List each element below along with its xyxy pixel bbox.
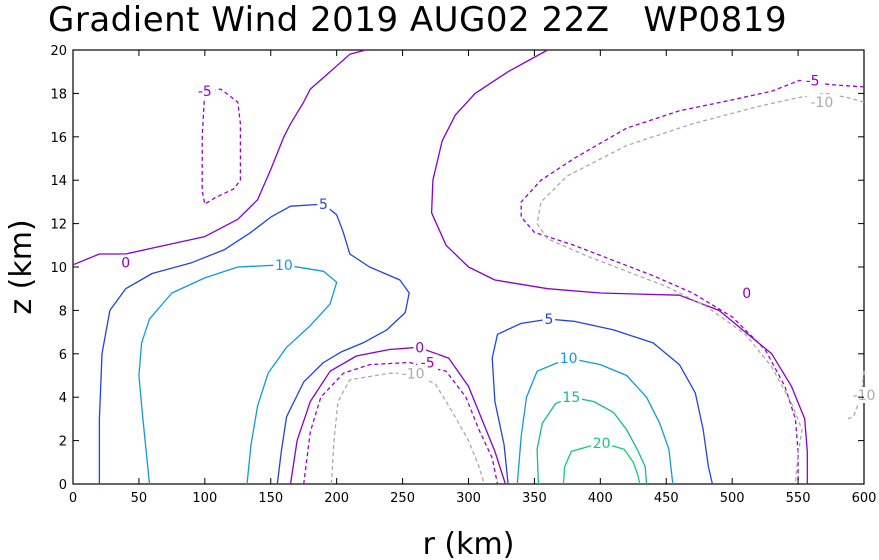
contour-label-20-14: 20	[593, 436, 611, 452]
contour-line-0-1	[430, 49, 808, 484]
contour-label-0-2: 0	[415, 340, 424, 356]
x-tick-label-600: 600	[852, 491, 877, 506]
contour-label-bg-0	[119, 254, 132, 271]
x-tick-label-200: 200	[324, 491, 349, 506]
contour-line-0-0	[72, 49, 366, 266]
contour-label--5-3: -5	[198, 84, 212, 100]
contour-line--10-8	[847, 371, 865, 420]
x-axis-title: r (km)	[423, 527, 515, 560]
contour-label-bg-8	[849, 387, 879, 404]
contour-label-bg-14	[591, 434, 613, 451]
contour-label-5-10: 5	[544, 312, 553, 328]
y-tick-label-8: 8	[59, 304, 67, 319]
contour-line-15-13	[536, 396, 648, 485]
contour-label--10-7: -10	[402, 366, 425, 382]
contour-line-5-9	[98, 203, 410, 485]
contour-line-0-2	[289, 346, 507, 485]
contour-line--5-4	[520, 79, 865, 484]
y-tick-label-14: 14	[50, 174, 67, 189]
contour-label-bg-6	[807, 94, 837, 111]
x-tick-label-350: 350	[522, 491, 547, 506]
y-tick-label-2: 2	[59, 435, 67, 450]
y-axis-title: z (km)	[4, 219, 39, 314]
y-tick-label-16: 16	[50, 131, 67, 146]
contour-label--10-8: -10	[853, 388, 876, 404]
x-tick-label-500: 500	[720, 491, 745, 506]
axes: 0 50 100 150 200 250 300 350 400 450 500 550 6000246…	[4, 44, 876, 560]
contour-line-5-10	[491, 318, 714, 485]
contour-label-bg-11	[273, 256, 295, 273]
y-tick-label-18: 18	[50, 87, 67, 102]
y-tick-label-10: 10	[50, 261, 67, 276]
y-tick-label-20: 20	[50, 44, 67, 59]
y-tick-label-12: 12	[50, 218, 67, 233]
contour-label-bg-2	[413, 339, 426, 356]
contour-label-bg-13	[560, 389, 582, 406]
x-tick-label-250: 250	[390, 491, 415, 506]
x-tick-label-450: 450	[654, 491, 679, 506]
chart-title: Gradient Wind 2019 AUG02 22Z WP0819	[48, 0, 788, 40]
contour-line-10-11	[138, 264, 338, 485]
x-tick-label-300: 300	[456, 491, 481, 506]
contour-line-20-14	[562, 442, 641, 485]
contour-line--10-6	[536, 92, 865, 485]
x-tick-label-550: 550	[786, 491, 811, 506]
contour-label-bg-7	[398, 365, 428, 382]
contour-line--10-7	[330, 372, 485, 485]
contour-label-bg-9	[317, 196, 330, 213]
contour-lines	[72, 49, 865, 485]
x-tick-label-0: 0	[69, 491, 77, 506]
y-tick-label-6: 6	[59, 348, 67, 363]
x-tick-label-400: 400	[588, 491, 613, 506]
contour-label-bg-4	[802, 72, 824, 89]
x-tick-label-150: 150	[258, 491, 283, 506]
contour-label-bg-1	[740, 285, 753, 302]
contour-line--5-3	[201, 88, 242, 205]
y-tick-label-4: 4	[59, 391, 67, 406]
contour-label-15-13: 15	[562, 390, 580, 406]
contour-label-0-0: 0	[121, 256, 130, 272]
contour-label-10-12: 10	[560, 351, 578, 367]
contour-label-bg-10	[542, 311, 556, 328]
contour-label-bg-12	[558, 350, 580, 367]
contour-label-bg-3	[194, 83, 216, 100]
x-tick-label-100: 100	[192, 491, 217, 506]
contour-label--5-4: -5	[806, 73, 820, 89]
contour-label-5-9: 5	[319, 197, 328, 213]
contour-label--10-6: -10	[810, 95, 833, 111]
y-tick-label-0: 0	[59, 478, 67, 493]
x-tick-label-50: 50	[131, 491, 148, 506]
contour-line-10-12	[516, 357, 674, 485]
contour-label-10-11: 10	[275, 258, 293, 274]
contour-label-0-1: 0	[742, 286, 751, 302]
